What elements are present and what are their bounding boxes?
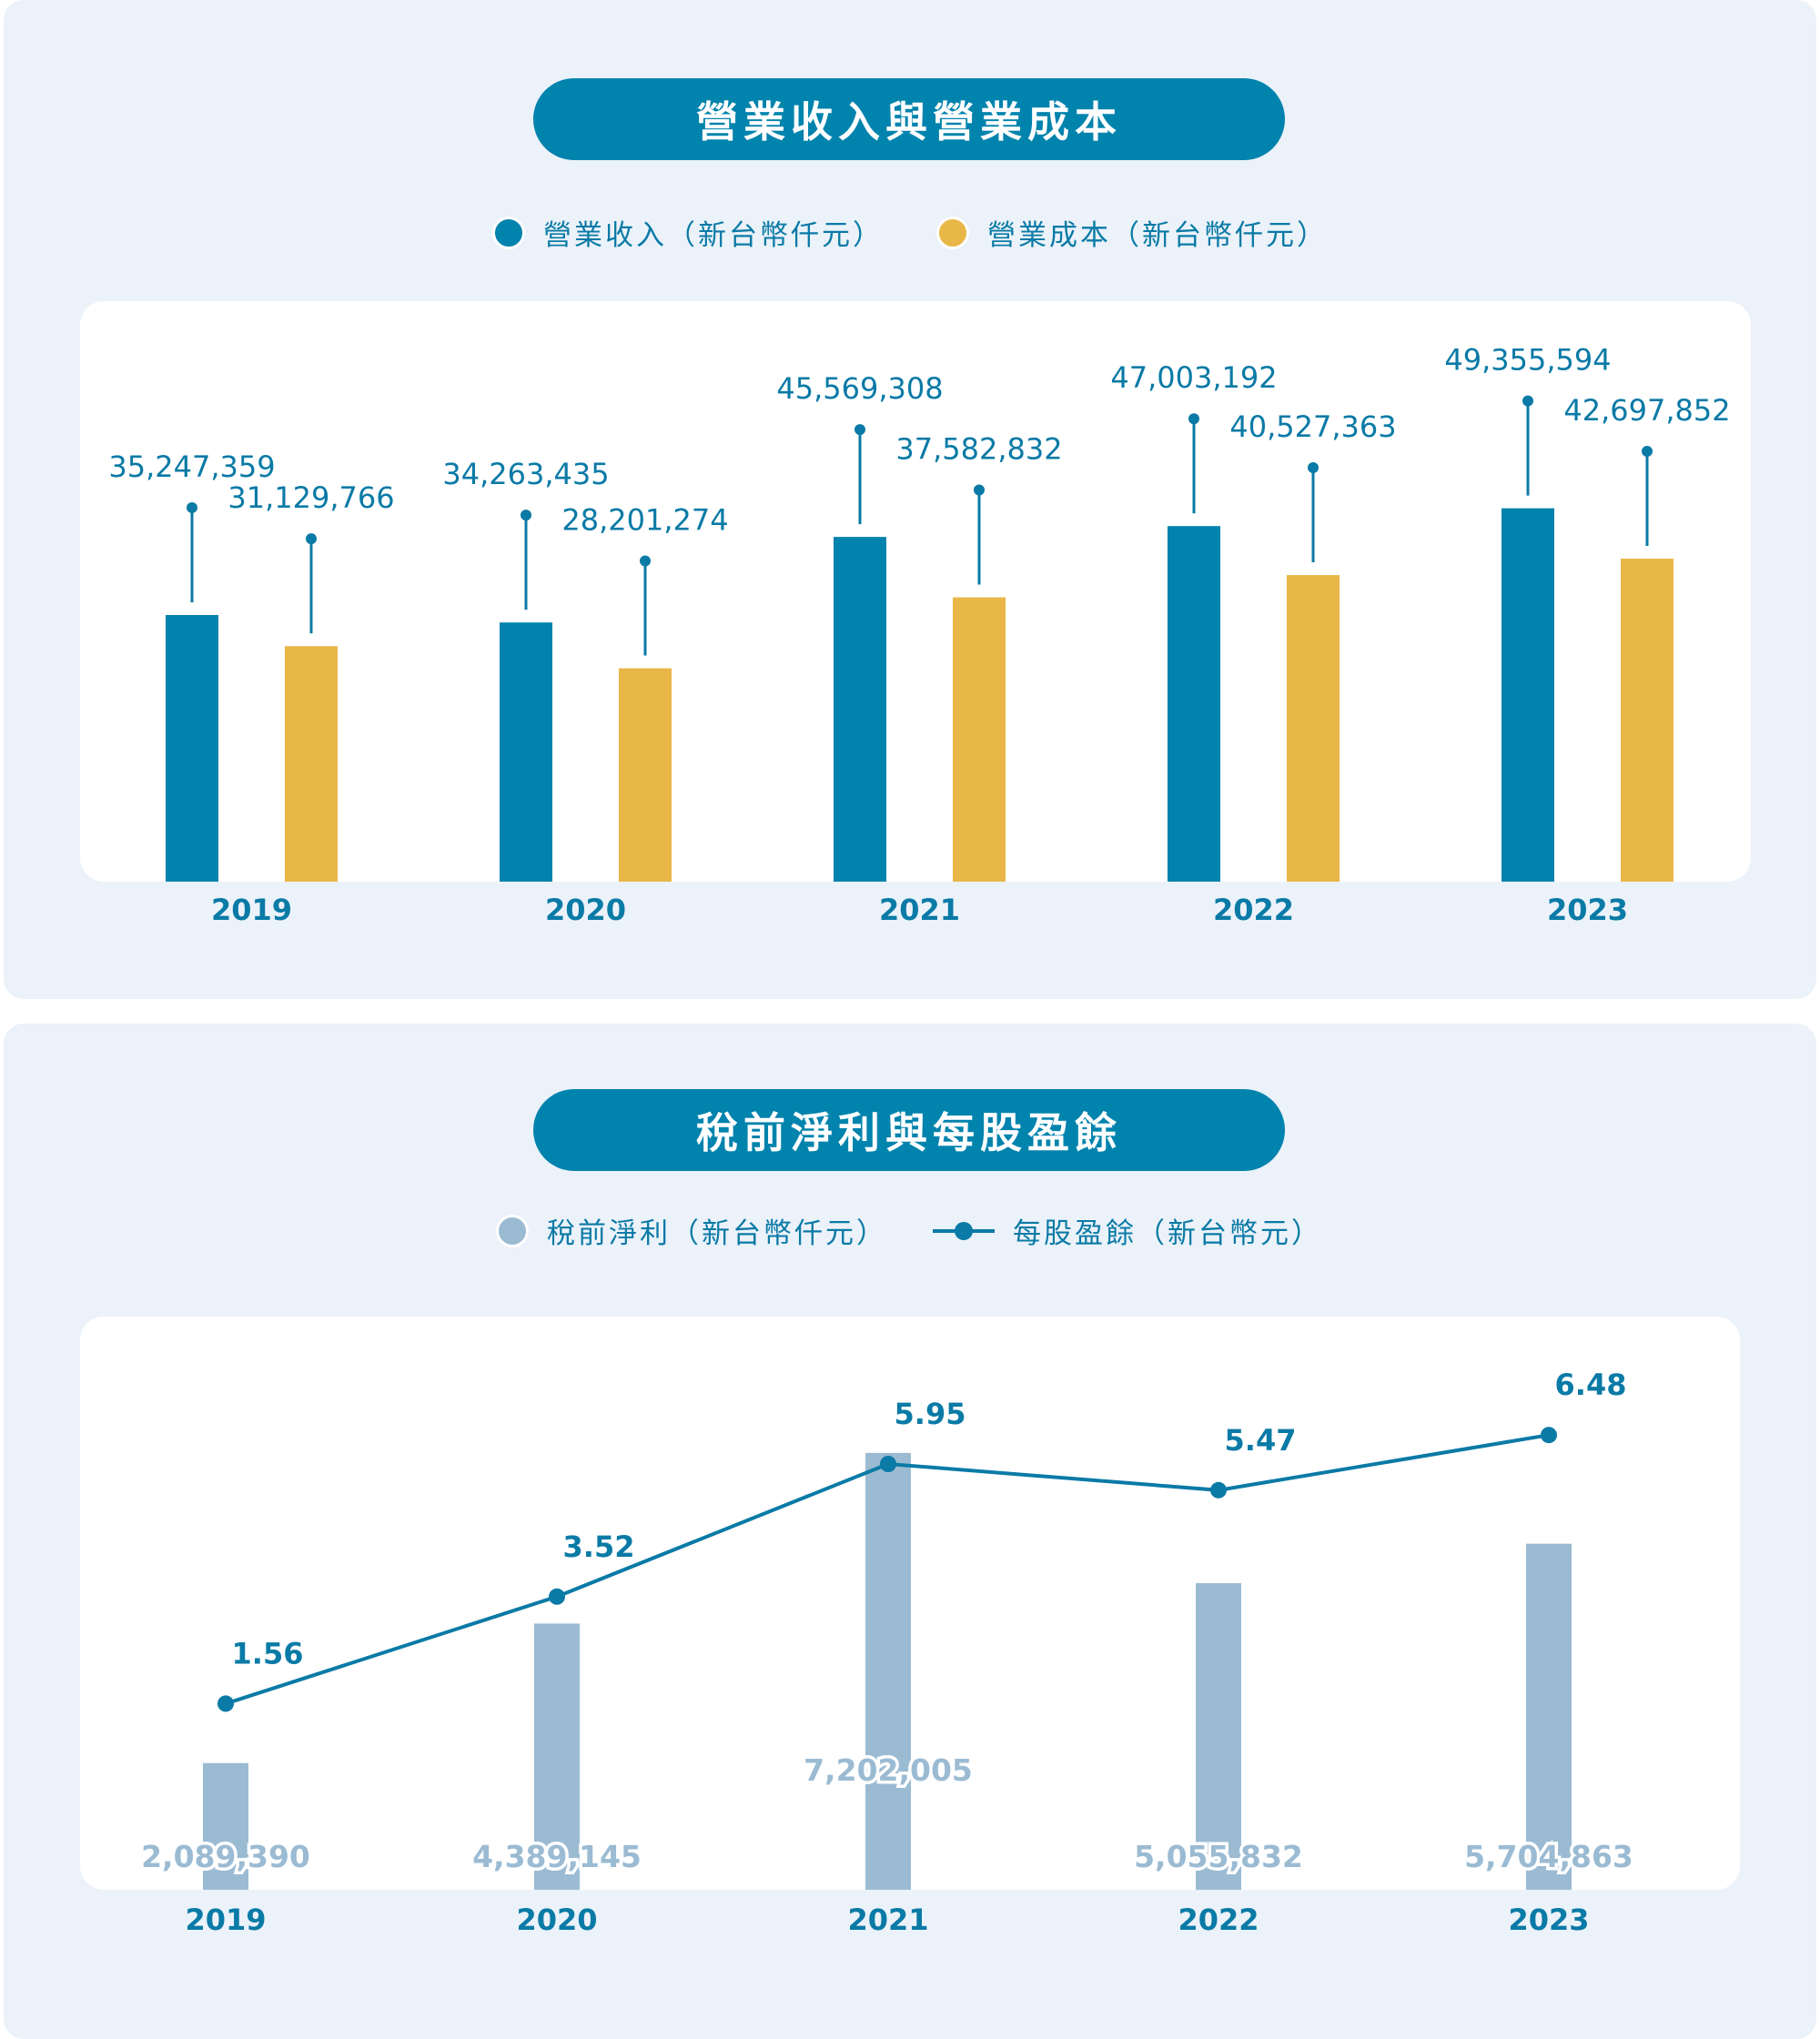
chart2-title: 稅前淨利與每股盈餘: [533, 1089, 1285, 1171]
chart2-legend-pretax: 稅前淨利（新台幣仟元）: [496, 1210, 887, 1251]
eps-point-2022: [1210, 1481, 1227, 1499]
eps-point-2023: [1541, 1427, 1557, 1444]
eps-value-label-2023: 6.48: [1555, 1368, 1627, 1402]
chart1-legend-cost: 營業成本（新台幣仟元）: [936, 212, 1328, 253]
eps-point-2020: [549, 1588, 565, 1605]
chart1-title: 營業收入與營業成本: [533, 78, 1285, 160]
revenue-bar-2023: [1502, 508, 1554, 882]
revenue-leader-dot-2022: [1188, 413, 1199, 425]
cost-value-label-2019: 31,129,766: [228, 480, 394, 515]
pretax-value-label-2019: 2,089,390: [141, 1839, 310, 1874]
revenue-leader-dot-2019: [187, 501, 197, 513]
pretax-bar-2023: [1526, 1543, 1572, 1890]
eps-value-label-2022: 5.47: [1225, 1423, 1297, 1458]
revenue-leader-dot-2021: [854, 424, 865, 436]
cost-bar-2020: [619, 668, 672, 882]
cost-value-label-2022: 40,527,363: [1229, 409, 1396, 444]
revenue-legend-label: 營業收入（新台幣仟元）: [543, 219, 884, 252]
revenue-value-label-2019: 35,247,359: [108, 449, 275, 484]
pretax-bar-2022: [1196, 1582, 1241, 1890]
cost-leader-dot-2020: [640, 555, 651, 567]
revenue-value-label-2021: 45,569,308: [776, 371, 943, 406]
chart2-x-tick-2021: 2021: [847, 1903, 928, 1937]
revenue-value-label-2023: 49,355,594: [1444, 343, 1611, 378]
cost-value-label-2020: 28,201,274: [561, 503, 728, 538]
chart2-legend-eps: 每股盈餘（新台幣元）: [933, 1210, 1322, 1251]
chart1-plot-card: [80, 301, 1751, 882]
pretax-bar-2021: [865, 1452, 911, 1890]
pretax-bar-2020: [534, 1623, 580, 1890]
pretax-legend-label: 稅前淨利（新台幣仟元）: [547, 1217, 887, 1250]
cost-leader-dot-2022: [1308, 462, 1319, 474]
cost-bar-2022: [1287, 575, 1340, 882]
cost-leader-dot-2023: [1642, 445, 1653, 457]
cost-leader-dot-2019: [306, 533, 317, 545]
pretax-bar-2019: [203, 1762, 248, 1890]
revenue-value-label-2020: 34,263,435: [442, 457, 609, 491]
chart1-x-tick-2022: 2022: [1213, 893, 1294, 927]
eps-value-label-2021: 5.95: [895, 1397, 966, 1431]
eps-value-label-2019: 1.56: [232, 1636, 304, 1671]
revenue-bar-2020: [500, 622, 552, 882]
chart1-x-tick-2023: 2023: [1547, 893, 1628, 927]
cost-leader-dot-2021: [974, 484, 985, 496]
chart1-x-tick-2019: 2019: [211, 893, 292, 927]
cost-bar-2023: [1621, 558, 1673, 882]
revenue-bar-2022: [1168, 526, 1220, 882]
pretax-legend-dot-icon: [496, 1214, 529, 1247]
cost-value-label-2021: 37,582,832: [895, 432, 1062, 467]
chart1-x-tick-2020: 2020: [545, 893, 626, 927]
chart1-legend-revenue: 營業收入（新台幣仟元）: [492, 212, 884, 253]
revenue-leader-dot-2023: [1522, 395, 1533, 407]
revenue-legend-dot-icon: [492, 216, 525, 249]
pretax-value-label-2020: 4,389,145: [472, 1839, 642, 1874]
revenue-leader-dot-2020: [521, 510, 531, 521]
eps-value-label-2020: 3.52: [563, 1529, 635, 1564]
cost-legend-label: 營業成本（新台幣仟元）: [987, 219, 1328, 252]
pretax-value-label-2022: 5,055,832: [1134, 1839, 1303, 1874]
eps-point-2019: [217, 1695, 234, 1712]
cost-bar-2019: [285, 646, 338, 882]
chart2-x-tick-2020: 2020: [516, 1903, 597, 1937]
pretax-value-label-2021: 7,202,005: [804, 1752, 973, 1788]
chart2-x-tick-2022: 2022: [1178, 1903, 1259, 1937]
eps-legend-line-icon: [933, 1215, 995, 1247]
revenue-bar-2021: [834, 537, 886, 882]
cost-bar-2021: [953, 597, 1006, 882]
chart2-x-tick-2019: 2019: [185, 1903, 266, 1937]
revenue-bar-2019: [166, 614, 218, 882]
pretax-value-label-2023: 5,704,863: [1464, 1839, 1633, 1874]
eps-legend-label: 每股盈餘（新台幣元）: [1013, 1217, 1322, 1250]
cost-legend-dot-icon: [936, 216, 969, 249]
chart1-x-tick-2021: 2021: [879, 893, 960, 927]
chart2-x-tick-2023: 2023: [1508, 1903, 1589, 1937]
revenue-value-label-2022: 47,003,192: [1110, 360, 1277, 395]
cost-value-label-2023: 42,697,852: [1563, 393, 1730, 428]
eps-point-2021: [880, 1456, 896, 1472]
